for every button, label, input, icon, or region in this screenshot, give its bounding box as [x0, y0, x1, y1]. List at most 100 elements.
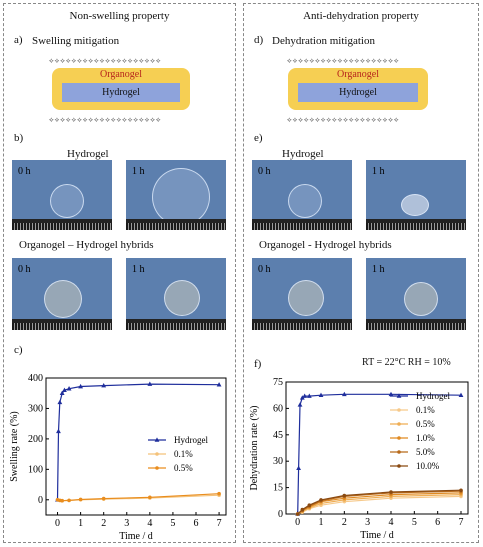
arrows-top-left: ⟡⟡⟡⟡⟡⟡⟡⟡⟡⟡⟡⟡⟡⟡⟡⟡⟡⟡⟡⟡: [49, 57, 162, 65]
condition-text: RT = 22°C RH = 10%: [362, 357, 451, 368]
label-b-bottom: Organogel – Hydrogel hybrids: [19, 239, 154, 251]
hydrogel-box-left: Hydrogel: [62, 83, 180, 102]
organogel-label-right: Organogel: [336, 69, 380, 80]
data-point: [318, 392, 324, 397]
x-tick-label: 2: [342, 517, 347, 528]
series-line-Hydrogel: [56, 383, 220, 500]
legend-marker: [397, 464, 401, 468]
legend-label: 0.5%: [416, 419, 435, 429]
legend-marker: [396, 393, 402, 398]
legend-marker: [397, 422, 401, 426]
x-tick-label: 5: [412, 517, 417, 528]
data-point: [147, 381, 153, 386]
label-d-text: Dehydration mitigation: [272, 35, 375, 47]
photo-hydrogel-0h: 0 h: [252, 160, 352, 230]
label-a: a): [14, 34, 23, 46]
data-point: [388, 391, 394, 397]
data-point: [307, 503, 312, 507]
x-axis-label: Time / d: [360, 530, 394, 540]
hybrid-disc: [404, 282, 438, 316]
ruler: [366, 319, 466, 330]
legend-label: 5.0%: [416, 447, 435, 457]
x-tick-label: 4: [389, 517, 394, 528]
data-point: [300, 507, 305, 512]
x-tick-label: 6: [194, 518, 199, 529]
data-point: [78, 497, 83, 502]
y-tick-label: 15: [273, 483, 283, 494]
label-f: f): [254, 358, 262, 370]
data-point: [342, 493, 347, 498]
x-tick-label: 3: [124, 518, 129, 529]
y-tick-label: 200: [28, 434, 43, 445]
legend-label: 10.0%: [416, 461, 440, 471]
data-point: [57, 399, 63, 405]
legend-label: Hydrogel: [416, 391, 450, 401]
x-tick-label: 3: [365, 517, 370, 528]
x-tick-label: 7: [459, 517, 464, 528]
hybrid-disc: [44, 280, 82, 318]
x-axis-label: Time / d: [119, 531, 153, 541]
hybrid-disc: [164, 280, 200, 316]
y-tick-label: 75: [273, 377, 283, 388]
photo-hydrogel-1h: 1 h: [126, 160, 226, 230]
x-tick-label: 6: [435, 517, 440, 528]
data-point: [302, 393, 308, 398]
ruler: [126, 319, 226, 330]
photo-hybrid-0h: 0 h: [12, 258, 112, 330]
arrows-bottom-left: ⟡⟡⟡⟡⟡⟡⟡⟡⟡⟡⟡⟡⟡⟡⟡⟡⟡⟡⟡⟡: [49, 116, 162, 124]
ruler: [12, 319, 112, 330]
photo-hybrid-0h: 0 h: [252, 258, 352, 330]
photo-hybrid-1h: 1 h: [366, 258, 466, 330]
data-point: [458, 392, 464, 397]
x-tick-label: 4: [147, 518, 152, 529]
label-b: b): [14, 132, 24, 144]
y-axis-label: Dehydration rate (%): [249, 406, 260, 491]
organogel-label-left: Organogel: [99, 69, 143, 80]
plot-frame: [45, 377, 227, 516]
hydrogel-box-right: Hydrogel: [298, 83, 418, 102]
data-point: [295, 512, 300, 516]
data-point: [66, 386, 72, 391]
label-e-top: Hydrogel: [282, 148, 324, 160]
arrows-top-right: ⟡⟡⟡⟡⟡⟡⟡⟡⟡⟡⟡⟡⟡⟡⟡⟡⟡⟡⟡⟡: [287, 57, 400, 65]
x-tick-label: 1: [78, 518, 83, 529]
data-point: [78, 383, 84, 389]
data-point: [319, 498, 323, 502]
legend-marker: [397, 450, 401, 454]
x-tick-label: 7: [217, 518, 222, 529]
x-tick-label: 0: [55, 518, 60, 529]
legend-label: 0.5%: [174, 463, 193, 473]
arrows-bottom-right: ⟡⟡⟡⟡⟡⟡⟡⟡⟡⟡⟡⟡⟡⟡⟡⟡⟡⟡⟡⟡: [287, 116, 400, 124]
legend-label: 1.0%: [416, 433, 435, 443]
y-tick-label: 45: [273, 430, 283, 441]
legend-label: Hydrogel: [174, 435, 208, 445]
photo-hydrogel-1h: 1 h: [366, 160, 466, 230]
legend-marker: [155, 452, 159, 456]
photo-time-0h: 0 h: [18, 264, 31, 275]
photo-hybrid-1h: 1 h: [126, 258, 226, 330]
label-c: c): [14, 344, 23, 356]
series-line-Hydrogel: [297, 393, 462, 515]
left-title: Non-swelling property: [69, 10, 170, 22]
label-e-bottom: Organogel - Hydrogel hybrids: [259, 239, 392, 251]
legend-marker: [155, 466, 159, 470]
data-point: [306, 393, 312, 398]
ruler: [252, 219, 352, 230]
legend-marker: [397, 436, 401, 440]
photo-time-1h: 1 h: [372, 264, 385, 275]
legend-marker: [397, 408, 401, 412]
label-d: d): [254, 34, 264, 46]
x-tick-label: 1: [319, 517, 324, 528]
photo-time-1h: 1 h: [132, 264, 145, 275]
right-title: Anti-dehydration property: [303, 10, 419, 22]
data-point: [56, 428, 61, 434]
gel-disc-swollen: [152, 168, 210, 226]
shrunk-gel-disc: [401, 194, 429, 216]
data-point: [60, 498, 64, 503]
photo-time-1h: 1 h: [132, 166, 145, 177]
photo-time-0h: 0 h: [258, 264, 271, 275]
photo-time-0h: 0 h: [258, 166, 271, 177]
gel-disc: [288, 184, 322, 218]
data-point: [299, 395, 305, 400]
legend-marker: [154, 437, 160, 442]
